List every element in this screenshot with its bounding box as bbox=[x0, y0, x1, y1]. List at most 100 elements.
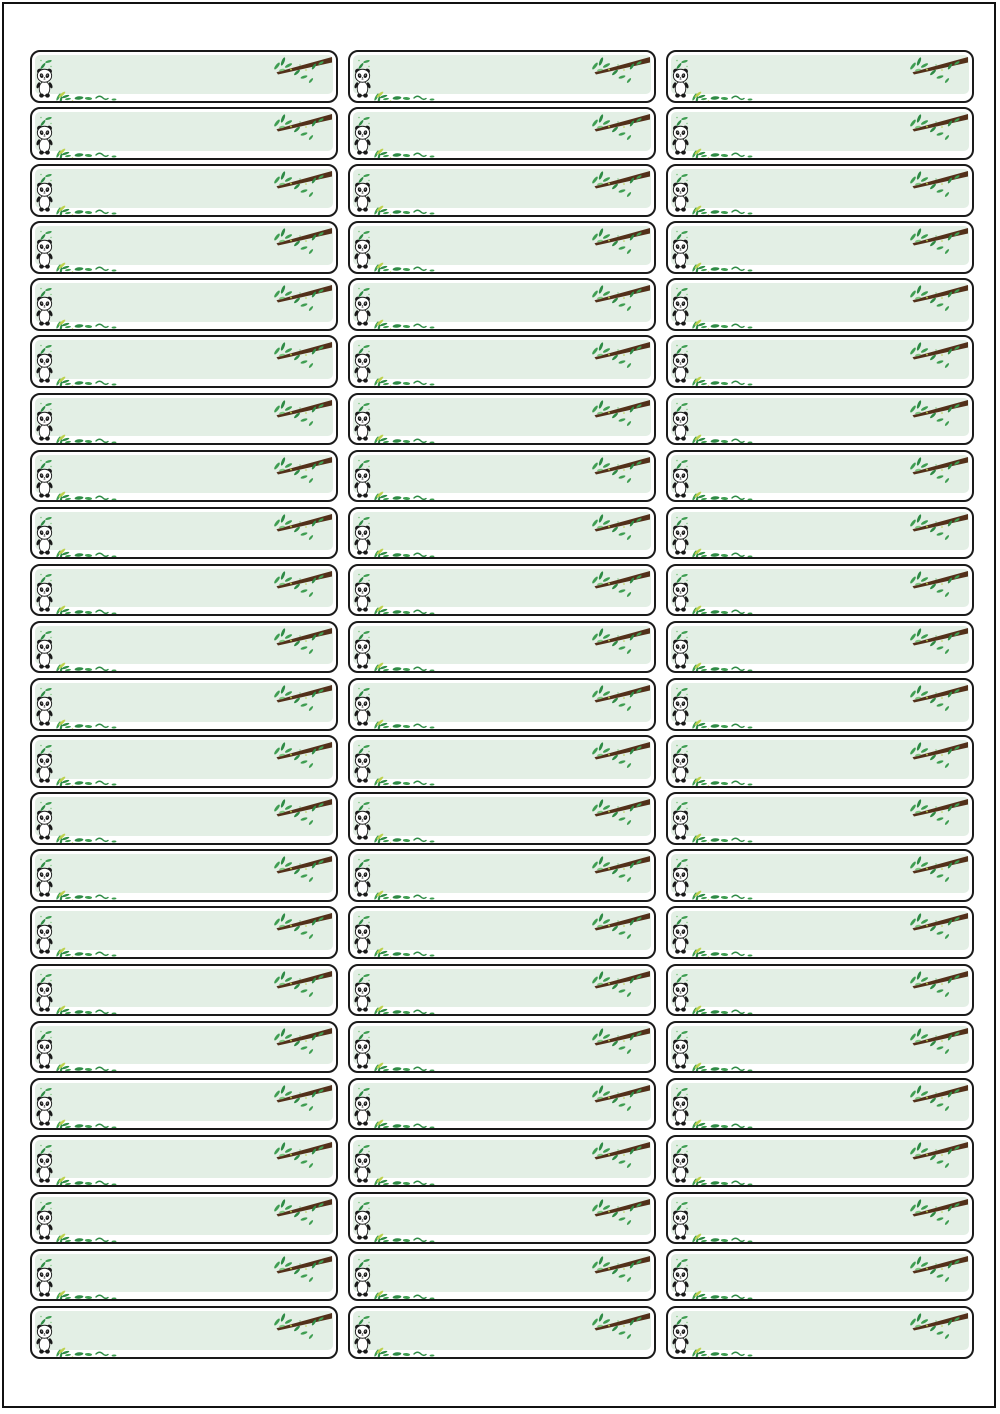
address-label[interactable] bbox=[348, 1248, 656, 1302]
address-label[interactable] bbox=[666, 849, 974, 902]
panda-icon bbox=[672, 753, 689, 783]
address-label[interactable] bbox=[30, 506, 338, 560]
address-label[interactable] bbox=[348, 278, 656, 331]
branch-icon bbox=[274, 627, 332, 654]
address-label[interactable] bbox=[666, 506, 974, 560]
leaf-trail-icon bbox=[374, 1062, 435, 1072]
leaf-trail-icon bbox=[56, 1119, 117, 1129]
address-label[interactable] bbox=[666, 1020, 974, 1074]
address-label[interactable] bbox=[666, 735, 974, 788]
address-label[interactable] bbox=[30, 792, 338, 845]
address-label[interactable] bbox=[30, 963, 338, 1016]
leaf-sprig-icon bbox=[358, 59, 370, 71]
address-label[interactable] bbox=[30, 1020, 338, 1074]
address-label[interactable] bbox=[666, 449, 974, 503]
address-label[interactable] bbox=[348, 1306, 656, 1359]
address-label[interactable] bbox=[666, 1306, 974, 1359]
leaf-trail-icon bbox=[374, 833, 435, 843]
address-label[interactable] bbox=[30, 392, 338, 446]
address-label[interactable] bbox=[666, 906, 974, 959]
leaf-trail-icon bbox=[56, 205, 117, 215]
address-label[interactable] bbox=[30, 335, 338, 388]
leaf-trail-icon bbox=[374, 205, 435, 215]
address-label[interactable] bbox=[666, 620, 974, 674]
address-label[interactable] bbox=[30, 278, 338, 331]
address-label[interactable] bbox=[30, 1191, 338, 1245]
panda-icon bbox=[36, 982, 53, 1012]
address-label[interactable] bbox=[348, 449, 656, 503]
leaf-trail-icon bbox=[374, 605, 435, 615]
panda-icon bbox=[354, 68, 371, 98]
panda-icon bbox=[354, 125, 371, 155]
address-label[interactable] bbox=[666, 1191, 974, 1245]
leaf-trail-icon bbox=[374, 91, 435, 101]
leaf-trail-icon bbox=[692, 1176, 753, 1186]
address-label[interactable] bbox=[30, 620, 338, 674]
leaf-trail-icon bbox=[374, 1290, 435, 1300]
address-label[interactable] bbox=[30, 1077, 338, 1131]
address-label[interactable] bbox=[666, 678, 974, 731]
address-label[interactable] bbox=[30, 563, 338, 617]
leaf-trail-icon bbox=[56, 148, 117, 158]
address-label[interactable] bbox=[30, 107, 338, 160]
panda-icon bbox=[354, 696, 371, 726]
branch-icon bbox=[274, 1198, 332, 1225]
address-label[interactable] bbox=[666, 563, 974, 617]
address-label[interactable] bbox=[666, 50, 974, 103]
panda-icon bbox=[36, 182, 53, 212]
address-label[interactable] bbox=[348, 392, 656, 446]
panda-icon bbox=[354, 810, 371, 840]
address-label[interactable] bbox=[30, 906, 338, 959]
address-label[interactable] bbox=[30, 221, 338, 274]
address-label[interactable] bbox=[348, 620, 656, 674]
address-label[interactable] bbox=[30, 678, 338, 731]
address-label[interactable] bbox=[666, 107, 974, 160]
address-label[interactable] bbox=[30, 164, 338, 217]
branch-icon bbox=[592, 1141, 650, 1168]
panda-icon bbox=[36, 925, 53, 955]
branch-icon bbox=[592, 456, 650, 483]
leaf-trail-icon bbox=[374, 662, 435, 672]
address-label[interactable] bbox=[348, 1134, 656, 1188]
branch-icon bbox=[910, 799, 968, 826]
address-label[interactable] bbox=[348, 563, 656, 617]
address-label[interactable] bbox=[348, 906, 656, 959]
panda-icon bbox=[672, 468, 689, 498]
address-label[interactable] bbox=[666, 1134, 974, 1188]
leaf-trail-icon bbox=[692, 1119, 753, 1129]
address-label[interactable] bbox=[348, 1020, 656, 1074]
address-label[interactable] bbox=[348, 792, 656, 845]
address-label[interactable] bbox=[30, 1306, 338, 1359]
address-label[interactable] bbox=[666, 1248, 974, 1302]
address-label[interactable] bbox=[348, 678, 656, 731]
address-label[interactable] bbox=[348, 107, 656, 160]
address-label[interactable] bbox=[666, 335, 974, 388]
address-label[interactable] bbox=[348, 50, 656, 103]
address-label[interactable] bbox=[666, 1077, 974, 1131]
address-label[interactable] bbox=[348, 335, 656, 388]
address-label[interactable] bbox=[30, 449, 338, 503]
address-label[interactable] bbox=[348, 735, 656, 788]
branch-icon bbox=[274, 456, 332, 483]
address-label[interactable] bbox=[666, 221, 974, 274]
address-label[interactable] bbox=[666, 963, 974, 1016]
address-label[interactable] bbox=[30, 1134, 338, 1188]
address-label[interactable] bbox=[30, 1248, 338, 1302]
address-label[interactable] bbox=[348, 221, 656, 274]
address-label[interactable] bbox=[666, 392, 974, 446]
address-label[interactable] bbox=[348, 164, 656, 217]
address-label[interactable] bbox=[348, 506, 656, 560]
address-label[interactable] bbox=[348, 1077, 656, 1131]
address-label[interactable] bbox=[30, 50, 338, 103]
address-label[interactable] bbox=[30, 849, 338, 902]
panda-icon bbox=[36, 867, 53, 897]
address-label[interactable] bbox=[348, 849, 656, 902]
address-label[interactable] bbox=[666, 164, 974, 217]
panda-icon bbox=[36, 1039, 53, 1069]
address-label[interactable] bbox=[666, 792, 974, 845]
address-label[interactable] bbox=[30, 735, 338, 788]
address-label[interactable] bbox=[666, 278, 974, 331]
address-label[interactable] bbox=[348, 1191, 656, 1245]
address-label[interactable] bbox=[348, 963, 656, 1016]
leaf-trail-icon bbox=[56, 605, 117, 615]
